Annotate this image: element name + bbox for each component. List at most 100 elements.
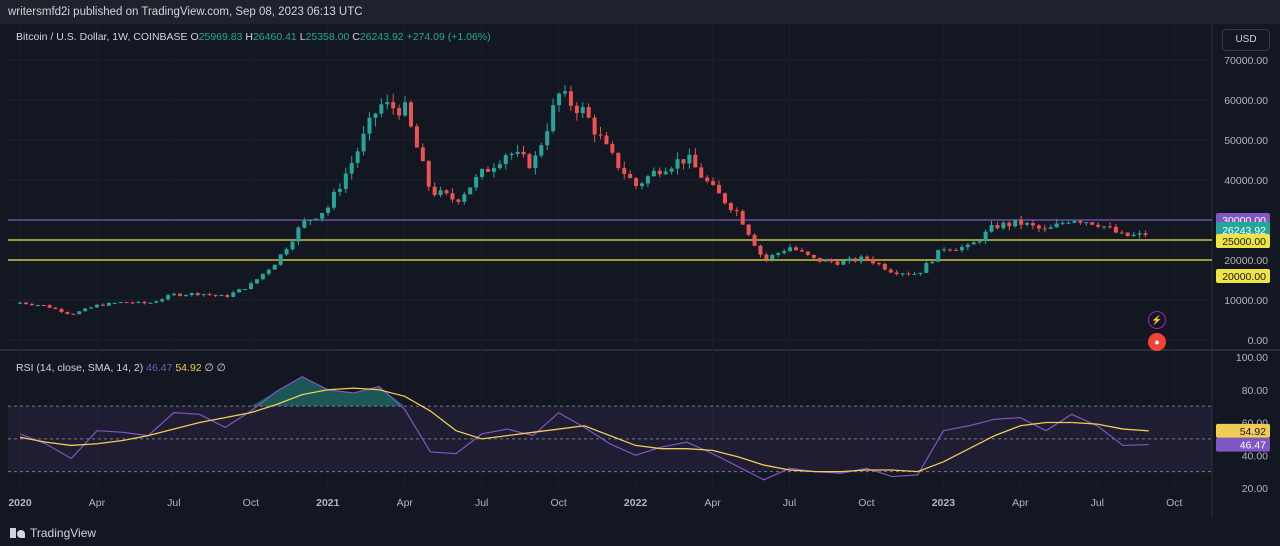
candle bbox=[841, 258, 846, 265]
candle-body bbox=[35, 305, 40, 307]
price-tick-label: 10000.00 bbox=[1224, 295, 1268, 307]
candle bbox=[349, 156, 354, 180]
flag-icon[interactable]: ● bbox=[1148, 333, 1166, 351]
candle-body bbox=[367, 117, 372, 134]
candle-body bbox=[59, 308, 64, 313]
candle-body bbox=[758, 245, 763, 255]
candle bbox=[260, 273, 265, 281]
rsi-ma-line bbox=[19, 387, 1149, 473]
candle bbox=[948, 248, 953, 252]
candle bbox=[201, 293, 206, 297]
candle-body bbox=[23, 302, 28, 304]
candle-body bbox=[705, 177, 710, 182]
time-tick-label: 2022 bbox=[624, 497, 648, 509]
candle bbox=[853, 257, 858, 263]
candle-body bbox=[456, 199, 461, 202]
candle bbox=[835, 259, 840, 267]
low-value: 25358.00 bbox=[305, 31, 350, 43]
candle bbox=[894, 269, 899, 276]
candle bbox=[865, 255, 870, 262]
candle-body bbox=[853, 258, 858, 262]
time-tick-label: Oct bbox=[1166, 497, 1182, 509]
candle-body bbox=[343, 173, 348, 189]
horizontal-levels bbox=[8, 219, 1212, 261]
time-axis: 2020 Apr Jul Oct 2021 Apr Jul Oct 2022 Apr Jul Oct 2… bbox=[8, 497, 1182, 509]
candle-body bbox=[799, 250, 804, 252]
candle bbox=[53, 307, 58, 310]
chart-frame[interactable] bbox=[0, 24, 1280, 518]
candle-body bbox=[361, 133, 366, 152]
candle-body bbox=[1054, 223, 1059, 228]
candle bbox=[1054, 218, 1059, 228]
candle-body bbox=[995, 225, 1000, 229]
candle-body bbox=[645, 176, 650, 184]
candle-body bbox=[154, 301, 159, 303]
candle bbox=[882, 262, 887, 271]
candle-body bbox=[189, 292, 194, 295]
candle bbox=[1078, 219, 1083, 225]
candle-body bbox=[912, 273, 917, 275]
candle bbox=[195, 292, 200, 297]
candle bbox=[811, 254, 816, 260]
candle bbox=[71, 313, 76, 315]
candle-body bbox=[503, 155, 508, 165]
candle bbox=[154, 300, 159, 304]
candle bbox=[888, 268, 893, 274]
candle bbox=[337, 183, 342, 196]
candle-body bbox=[574, 105, 579, 114]
candle bbox=[189, 292, 194, 297]
rsi-pill-bg bbox=[1216, 437, 1270, 452]
candle-body bbox=[1078, 220, 1083, 223]
candle bbox=[361, 126, 366, 156]
candle-body bbox=[1107, 226, 1112, 228]
candle-body bbox=[231, 292, 236, 297]
currency-button[interactable]: USD bbox=[1222, 29, 1270, 51]
candle bbox=[29, 302, 34, 306]
candle-body bbox=[497, 164, 502, 168]
candle bbox=[574, 102, 579, 121]
candle-body bbox=[717, 184, 722, 194]
time-tick-label: Jul bbox=[783, 497, 796, 509]
candle bbox=[628, 170, 633, 179]
tradingview-logo[interactable]: TradingView bbox=[10, 526, 96, 540]
candle bbox=[320, 212, 325, 222]
candle-body bbox=[450, 193, 455, 200]
candle-body bbox=[805, 251, 810, 255]
candle-body bbox=[71, 313, 76, 315]
time-tick-label: 2020 bbox=[8, 497, 32, 509]
candle-body bbox=[177, 293, 182, 296]
candle-body bbox=[592, 117, 597, 135]
candle-body bbox=[485, 169, 490, 172]
candle bbox=[586, 103, 591, 119]
candle bbox=[491, 162, 496, 178]
lightning-icon[interactable]: ⚡ bbox=[1148, 311, 1166, 329]
high-label: H bbox=[245, 31, 253, 43]
candle-body bbox=[432, 186, 437, 196]
candle-body bbox=[391, 102, 396, 109]
candle bbox=[1131, 231, 1136, 237]
candle bbox=[663, 167, 668, 175]
candle-body bbox=[948, 249, 953, 251]
candle-body bbox=[172, 293, 177, 296]
candle-body bbox=[243, 289, 248, 291]
candle-body bbox=[823, 259, 828, 262]
candle bbox=[847, 255, 852, 264]
candle-body bbox=[604, 135, 609, 145]
candle bbox=[65, 311, 70, 315]
candle-body bbox=[491, 167, 496, 172]
candle-body bbox=[1096, 224, 1101, 227]
candle bbox=[953, 248, 958, 252]
rsi-value: 46.47 bbox=[146, 362, 173, 374]
price-tick-label: 50000.00 bbox=[1224, 135, 1268, 147]
candle bbox=[551, 98, 556, 134]
candle bbox=[391, 93, 396, 115]
candle bbox=[995, 221, 1000, 230]
candle bbox=[284, 247, 289, 256]
candle bbox=[936, 249, 941, 262]
candle-body bbox=[201, 294, 206, 296]
candle bbox=[1007, 221, 1012, 231]
candle bbox=[1090, 221, 1095, 226]
candle-body bbox=[562, 91, 567, 94]
rsi-overbought-fill bbox=[250, 376, 405, 407]
